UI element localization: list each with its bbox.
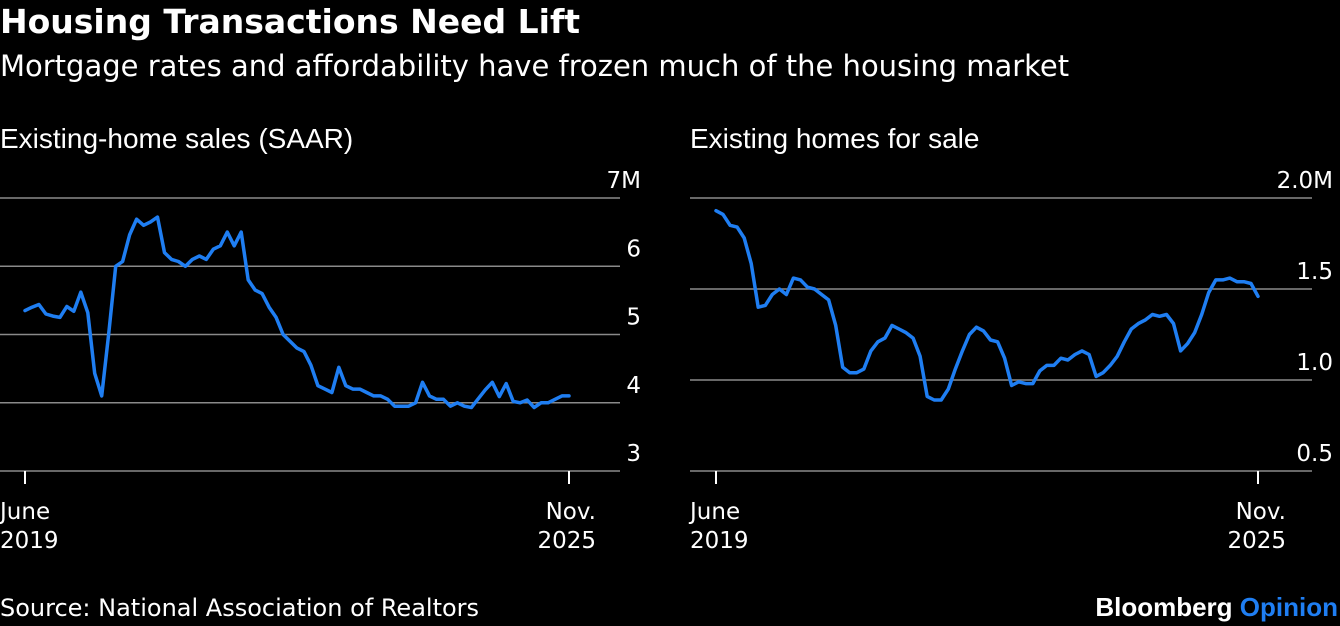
logo-opinion: Opinion <box>1239 592 1338 622</box>
forsale-x-tick-label: June <box>688 499 740 525</box>
sales-y-tick-label: 4 <box>626 373 641 399</box>
sales-y-tick-label: 5 <box>626 305 641 331</box>
forsale-x-tick-label: 2019 <box>690 528 749 554</box>
forsale-x-tick-label: Nov. <box>1236 499 1286 525</box>
sales-x-tick-label: 2025 <box>537 528 596 554</box>
sales-y-tick-label: 3 <box>626 441 641 467</box>
sales-x-tick-label: Nov. <box>546 499 596 525</box>
bloomberg-opinion-logo: Bloomberg Opinion <box>1095 590 1338 624</box>
forsale-y-tick-label: 0.5 <box>1296 441 1333 467</box>
sales-y-tick-label: 7M <box>607 168 641 194</box>
chart-subtitle: Mortgage rates and affordability have fr… <box>0 49 1070 83</box>
panel-title-existing-homes-for-sale: Existing homes for sale <box>690 123 980 154</box>
panel-title-existing-home-sales: Existing-home sales (SAAR) <box>0 123 354 154</box>
sales-y-tick-label: 6 <box>626 236 641 262</box>
sales-x-tick-label: June <box>0 499 50 525</box>
logo-brand: Bloomberg <box>1095 592 1233 622</box>
forsale-y-tick-label: 2.0M <box>1277 168 1333 194</box>
forsale-x-tick-label: 2025 <box>1227 528 1286 554</box>
sales-x-tick-label: 2019 <box>0 528 59 554</box>
sales-series-line <box>23 215 571 410</box>
source-note: Source: National Association of Realtors <box>0 594 480 622</box>
forsale-y-tick-label: 1.5 <box>1296 259 1333 285</box>
forsale-y-tick-label: 1.0 <box>1296 350 1333 376</box>
forsale-series-line <box>714 208 1260 402</box>
chart-title: Housing Transactions Need Lift <box>0 2 581 41</box>
